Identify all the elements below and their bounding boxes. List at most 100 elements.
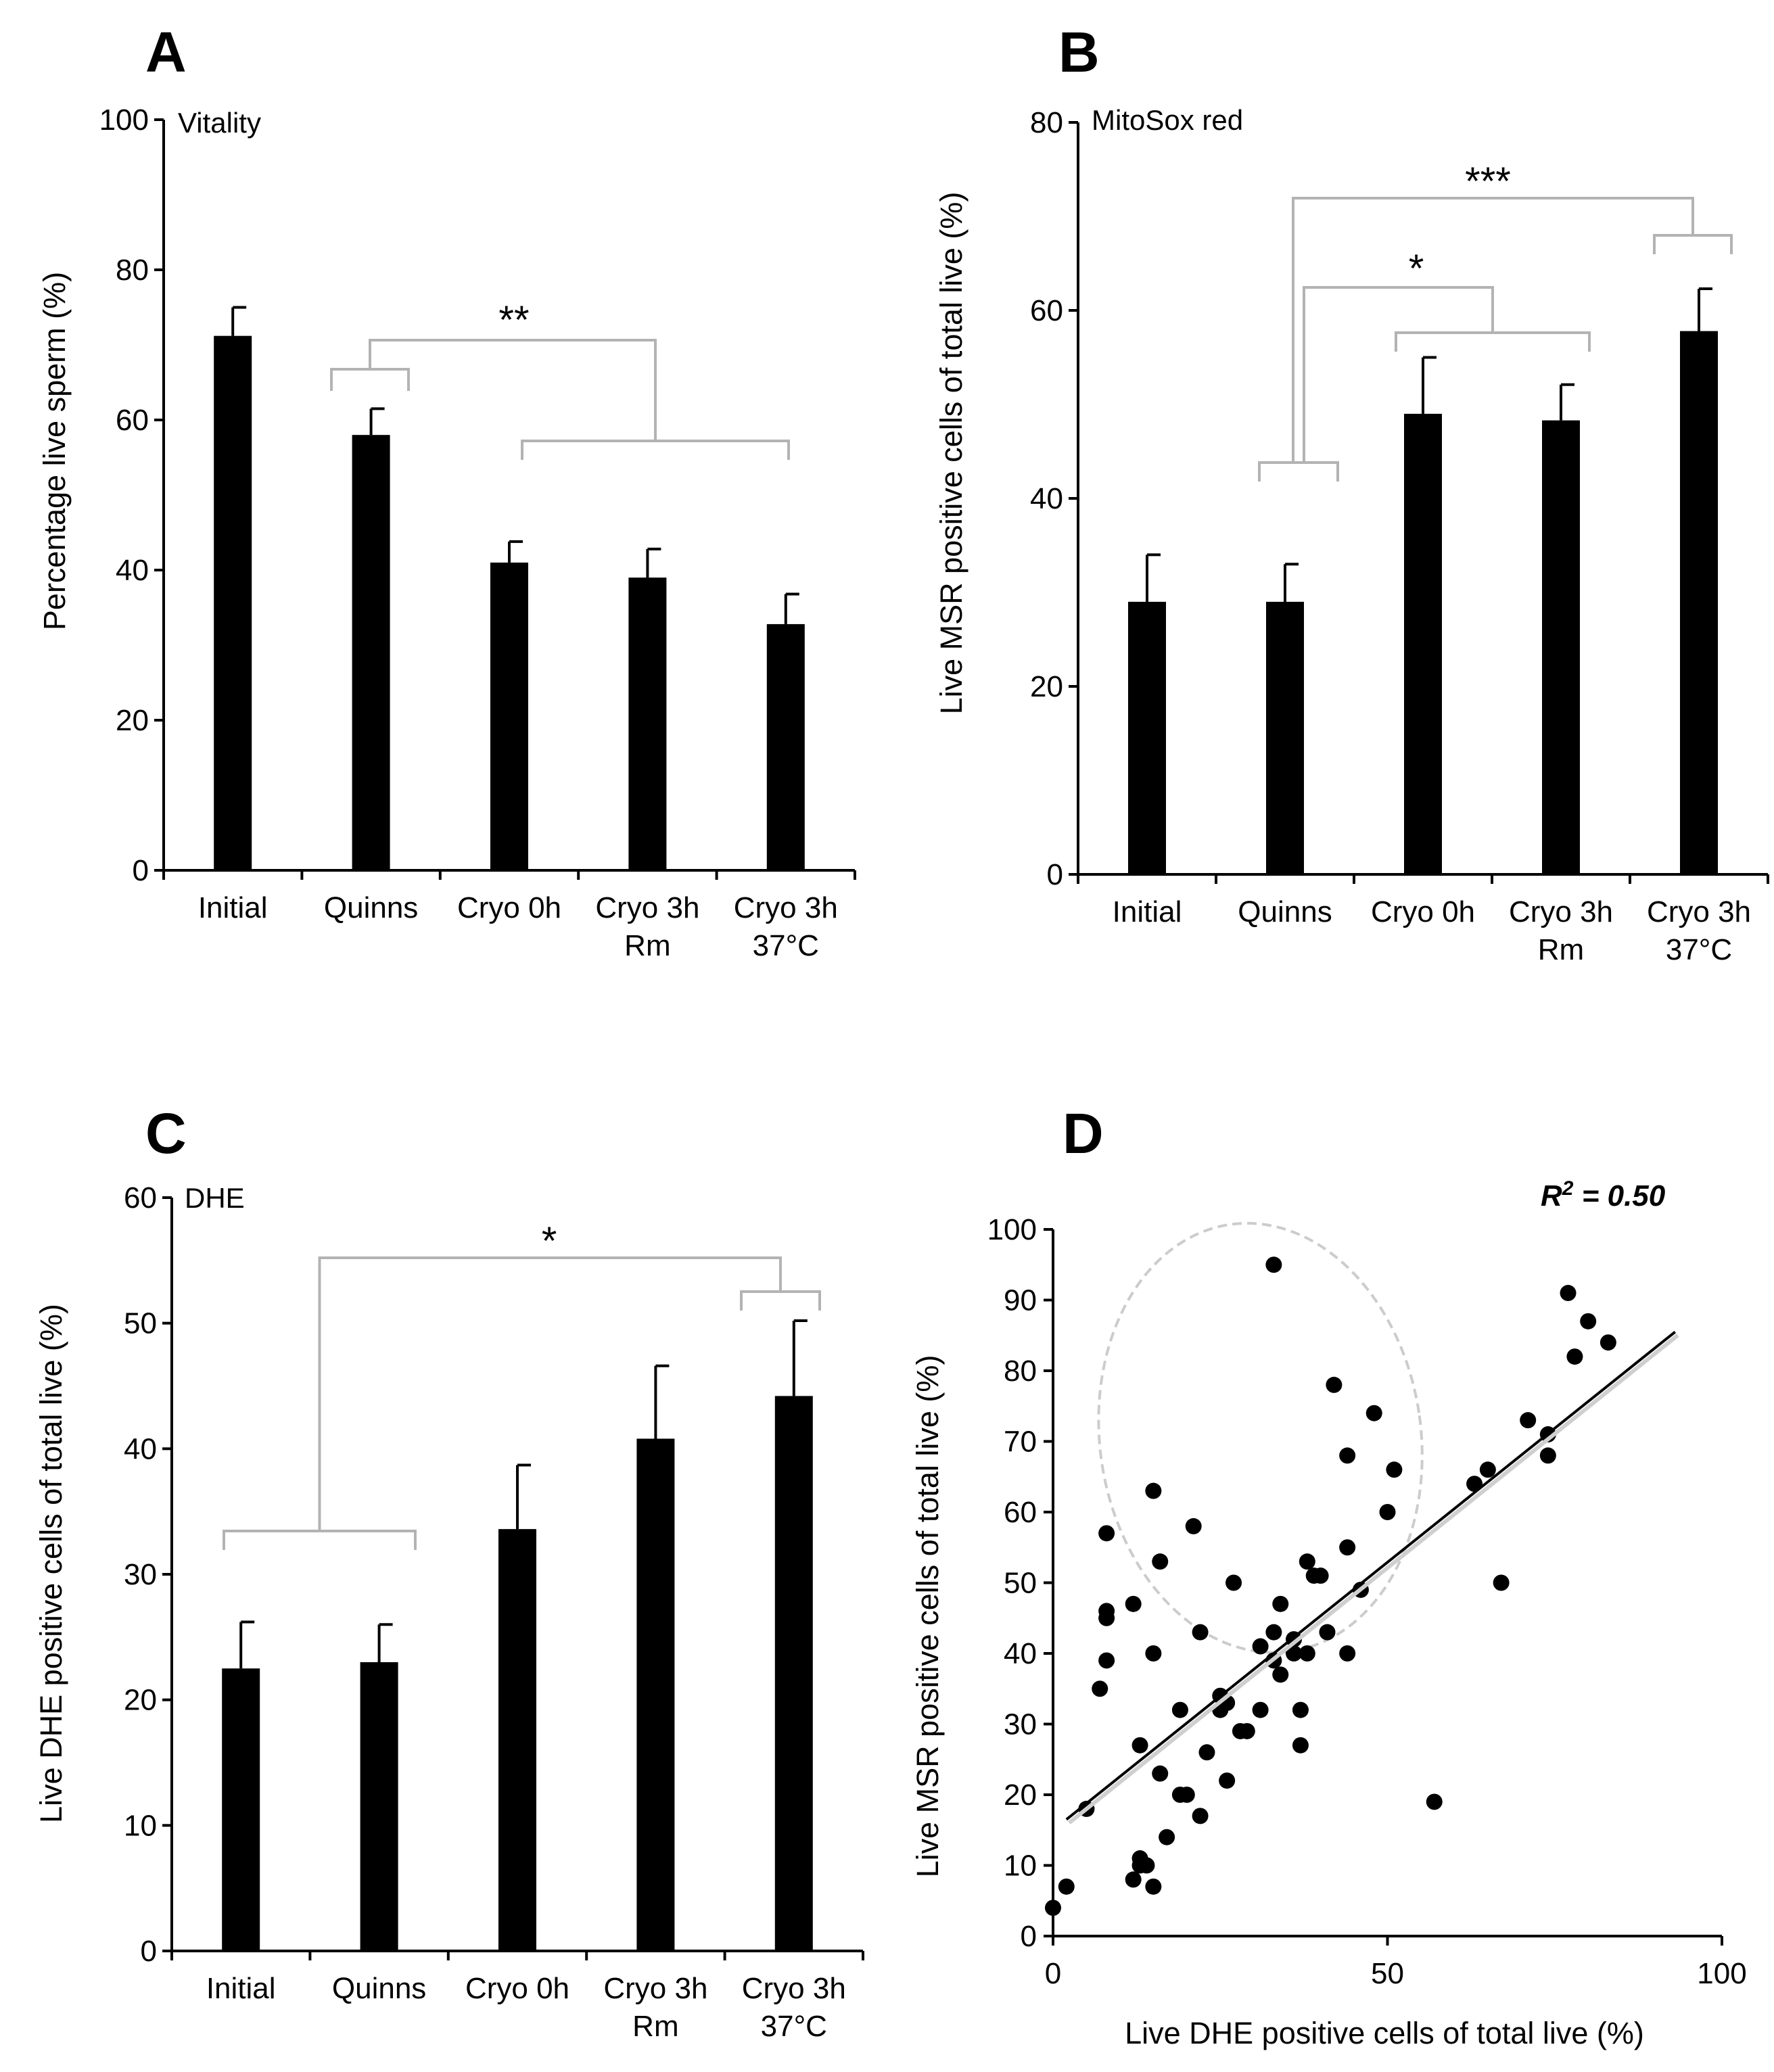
bar-cryo-3h-rm <box>628 578 667 870</box>
scatter-point <box>1299 1553 1315 1570</box>
scatter-point <box>1299 1645 1315 1662</box>
panel-c-y-tick-label: 20 <box>124 1684 157 1717</box>
scatter-point <box>1092 1680 1108 1697</box>
significance-bracket-link <box>318 1256 782 1531</box>
panel-a: A Percentage live sperm (%) Vitality 0 20… <box>37 20 856 962</box>
scatter-point <box>1560 1285 1577 1302</box>
panel-d-y-tick-label: 30 <box>1004 1708 1037 1741</box>
category-label: Initial <box>1113 895 1182 928</box>
scatter-point <box>1219 1772 1236 1789</box>
scatter-point <box>1292 1737 1309 1753</box>
scatter-point <box>1131 1737 1148 1753</box>
scatter-point <box>1045 1900 1061 1916</box>
category-label: Cryo 0h <box>465 1972 569 2005</box>
category-label: Initial <box>198 891 268 924</box>
panel-d-plot: 0 10 20 30 40 50 60 70 80 90 100 0 50 100 <box>987 1213 1747 1990</box>
panel-a-inner-title: Vitality <box>178 107 261 139</box>
panel-d-y-tick-label: 90 <box>1004 1284 1037 1317</box>
scatter-point <box>1058 1878 1075 1895</box>
scatter-point <box>1386 1461 1403 1478</box>
significance-bracket-left <box>330 368 410 391</box>
panel-b-y-tick-label: 0 <box>1047 858 1063 891</box>
category-label: Cryo 3h <box>734 891 838 924</box>
panel-d-y-tick-label: 100 <box>987 1213 1037 1246</box>
category-label: Cryo 3h <box>1647 895 1751 928</box>
panel-a-y-tick-label: 40 <box>116 554 149 587</box>
panel-b-inner-title: MitoSox red <box>1092 104 1243 136</box>
panel-b-y-tick-label: 40 <box>1030 482 1063 515</box>
significance-bracket-link <box>1303 286 1494 463</box>
panel-c-plot: 0 10 20 30 40 50 60 Initial Quinns Cryo 0h Cryo 3h… <box>124 1181 864 2043</box>
panel-c: C Live DHE positive cells of total live … <box>34 1102 864 2043</box>
significance-bracket-link <box>369 339 657 441</box>
bar-cryo-3h-37-c <box>766 623 805 870</box>
panel-a-y-tick-label: 80 <box>116 254 149 287</box>
scatter-point <box>1152 1553 1169 1570</box>
panel-d-x-tick-label: 100 <box>1697 1957 1746 1990</box>
bar-initial <box>214 335 252 870</box>
scatter-point <box>1319 1624 1336 1641</box>
scatter-point <box>1138 1857 1155 1874</box>
category-label: Cryo 3h <box>595 891 699 924</box>
scatter-point <box>1566 1348 1583 1365</box>
scatter-point <box>1379 1504 1396 1520</box>
scatter-point <box>1125 1871 1142 1888</box>
significance-bracket-right <box>740 1290 821 1311</box>
scatter-point <box>1292 1701 1309 1718</box>
panel-c-y-tick-label: 30 <box>124 1558 157 1591</box>
panel-b-plot: 0 20 40 60 80 Initial Quinns Cryo 0h Cryo 3h Rm Cr… <box>1030 106 1769 966</box>
bar-quinns <box>360 1662 398 1951</box>
significance-bracket-right <box>1395 331 1591 352</box>
category-label: Rm <box>1538 933 1584 966</box>
bar-cryo-0h <box>498 1529 536 1951</box>
panel-a-y-tick-label: 60 <box>116 404 149 437</box>
category-label: 37°C <box>753 929 819 962</box>
panel-d-y-axis-title: Live MSR positive cells of total live (%… <box>910 1355 945 1878</box>
scatter-point <box>1226 1574 1242 1591</box>
bar-quinns <box>1266 601 1304 874</box>
scatter-point <box>1520 1412 1537 1429</box>
panel-d-y-tick-label: 50 <box>1004 1567 1037 1600</box>
scatter-point <box>1272 1666 1289 1683</box>
scatter-point <box>1098 1525 1115 1542</box>
trendline <box>1065 1330 1677 1821</box>
significance-stars: * <box>1409 247 1424 291</box>
panel-d-y-tick-label: 80 <box>1004 1355 1037 1388</box>
panel-d: D Live MSR positive cells of total live … <box>910 1102 1747 2050</box>
category-label: Quinns <box>332 1972 426 2005</box>
scatter-point <box>1192 1624 1209 1641</box>
scatter-point <box>1198 1744 1215 1761</box>
scatter-point <box>1125 1595 1142 1612</box>
category-label: 37°C <box>761 2010 827 2043</box>
panel-a-plot: 0 20 40 60 80 100 Initial Quinns Cryo 0h Cryo 3h R… <box>99 103 856 962</box>
panel-d-y-tick-label: 20 <box>1004 1779 1037 1812</box>
bar-cryo-0h <box>490 562 528 870</box>
category-label: Cryo 0h <box>1371 895 1475 928</box>
panel-d-y-tick-label: 10 <box>1004 1850 1037 1883</box>
scatter-point <box>1339 1447 1356 1464</box>
scatter-point <box>1339 1645 1356 1662</box>
panel-b-y-tick-label: 20 <box>1030 670 1063 703</box>
significance-bracket-left <box>1258 461 1339 481</box>
panel-a-y-tick-label: 100 <box>99 103 149 137</box>
category-label: Rm <box>632 2010 678 2043</box>
category-label: Rm <box>624 929 670 962</box>
scatter-point <box>1580 1313 1597 1329</box>
category-label: Initial <box>206 1972 276 2005</box>
significance-bracket-left <box>1258 461 1339 481</box>
bar-cryo-0h <box>1404 413 1442 874</box>
scatter-point <box>1286 1645 1303 1662</box>
category-label: Cryo 3h <box>742 1972 846 2005</box>
scatter-point <box>1152 1765 1169 1782</box>
significance-stars: * <box>542 1219 557 1263</box>
panel-d-x-axis-title: Live DHE positive cells of total live (%… <box>1125 2016 1644 2050</box>
scatter-point <box>1339 1539 1356 1556</box>
scatter-point <box>1159 1829 1175 1845</box>
category-label: 37°C <box>1666 933 1732 966</box>
panel-c-y-tick-label: 10 <box>124 1809 157 1842</box>
bar-cryo-3h-rm <box>1542 420 1580 874</box>
panel-c-y-tick-label: 0 <box>141 1935 157 1968</box>
panel-c-y-tick-label: 60 <box>124 1181 157 1215</box>
panel-letter-a: A <box>145 20 187 84</box>
significance-stars: *** <box>1465 160 1511 204</box>
